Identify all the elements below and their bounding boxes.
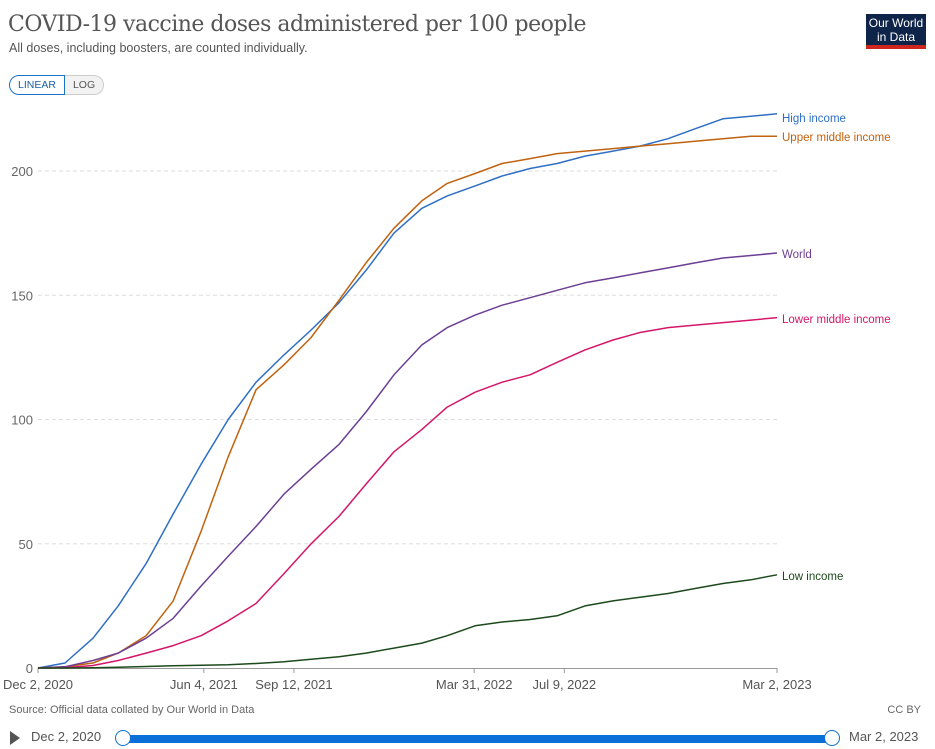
owid-logo[interactable]: Our World in Data [866,14,926,49]
series-line-high-income [37,113,778,669]
line-chart: 0 50 100 150 200 Dec 2, 2020 Jun 4, 2021 Sep 12… [3,113,891,692]
timeline-end-label: Mar 2, 2023 [849,729,919,744]
series-label: Lower middle income [782,314,891,326]
timeline-end-handle[interactable] [824,730,840,746]
series-line-upper-middle-income [37,135,777,669]
series-label: High income [782,113,846,125]
source-note[interactable]: Source: Official data collated by Our Wo… [9,704,255,716]
play-icon[interactable] [10,731,20,745]
chart-subtitle: All doses, including boosters, are count… [9,41,308,55]
license[interactable]: CC BY [887,704,921,716]
x-tick-label: Sep 12, 2021 [255,677,332,692]
series-label: World [782,249,812,261]
timeline-start-handle[interactable] [115,730,131,746]
series-line-world [37,252,778,669]
y-tick-label: 150 [11,288,33,303]
x-tick-label: Mar 31, 2022 [436,677,513,692]
series-label: Upper middle income [782,132,891,144]
series-label: Low income [782,571,843,583]
linear-button[interactable]: LINEAR [9,75,65,95]
y-tick-label: 200 [11,164,33,179]
timeline-range[interactable] [122,735,832,743]
y-tick-label: 50 [19,537,33,552]
series-line-low-income [38,574,778,669]
y-tick-label: 100 [11,413,33,428]
log-button[interactable]: LOG [64,75,105,95]
x-tick-label: Jul 9, 2022 [533,677,597,692]
series-line-lower-middle-income [37,316,778,669]
timeline-start-label: Dec 2, 2020 [31,729,102,744]
y-tick-label: 0 [26,661,33,676]
chart-title: COVID-19 vaccine doses administered per … [8,12,587,37]
x-tick-label: Jun 4, 2021 [170,677,238,692]
x-tick-label: Mar 2, 2023 [742,677,811,692]
x-tick-label: Dec 2, 2020 [3,677,73,692]
scale-toggle: LINEAR LOG [9,75,105,95]
